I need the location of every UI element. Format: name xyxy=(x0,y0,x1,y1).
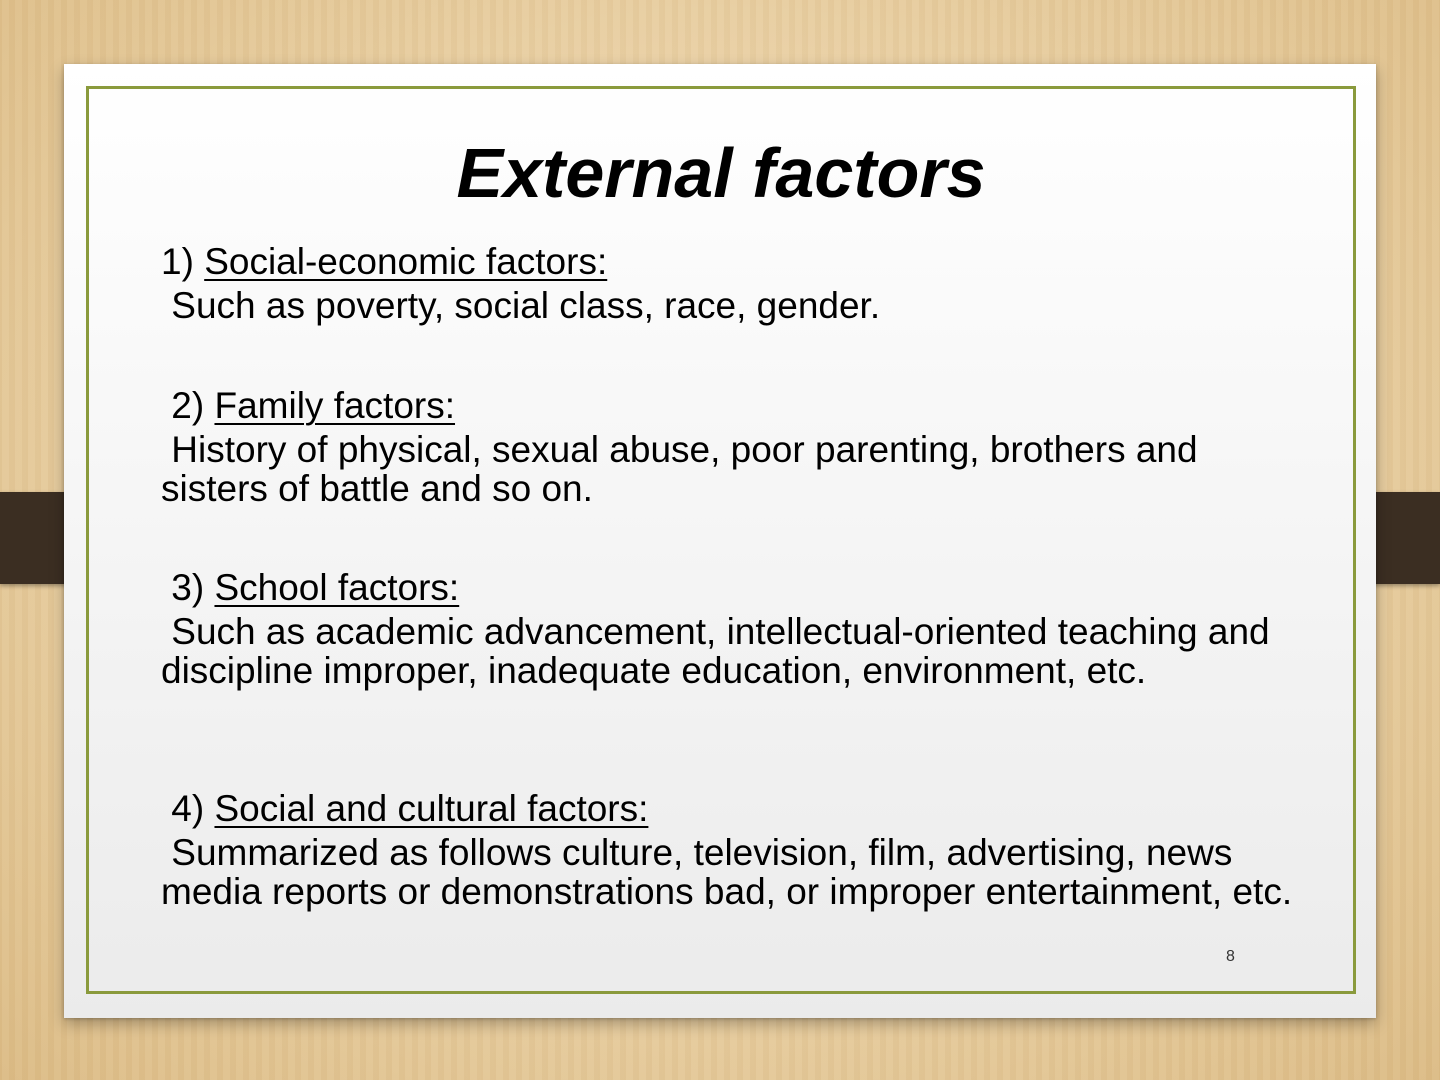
section-body: Such as academic advancement, intellectu… xyxy=(161,611,1280,691)
section-heading-line: 4) Social and cultural factors: xyxy=(161,785,1301,833)
section-social-cultural: 4) Social and cultural factors: Summariz… xyxy=(161,785,1301,911)
section-number: 4) xyxy=(161,788,205,829)
slide-frame xyxy=(86,86,1356,994)
section-body: Summarized as follows culture, televisio… xyxy=(161,832,1293,912)
section-heading-line: 3) School factors: xyxy=(161,564,1301,612)
section-heading-line: 1) Social-economic factors: xyxy=(161,238,1301,286)
section-number: 1) xyxy=(161,241,194,282)
section-social-economic: 1) Social-economic factors: Such as pove… xyxy=(161,238,1301,325)
section-school: 3) School factors: Such as academic adva… xyxy=(161,564,1301,690)
section-body: History of physical, sexual abuse, poor … xyxy=(161,429,1208,509)
section-heading: Family factors: xyxy=(214,385,456,426)
section-family: 2) Family factors: History of physical, … xyxy=(161,382,1301,508)
section-heading: Social-economic factors: xyxy=(204,241,608,282)
section-heading: School factors: xyxy=(214,567,460,608)
slide-title: External factors xyxy=(456,134,986,212)
section-heading-line: 2) Family factors: xyxy=(161,382,1301,430)
section-number: 2) xyxy=(161,385,205,426)
slide-card xyxy=(64,64,1376,1018)
page-number: 8 xyxy=(1226,948,1235,965)
section-body: Such as poverty, social class, race, gen… xyxy=(161,285,881,326)
section-number: 3) xyxy=(161,567,205,608)
section-heading: Social and cultural factors: xyxy=(214,788,649,829)
